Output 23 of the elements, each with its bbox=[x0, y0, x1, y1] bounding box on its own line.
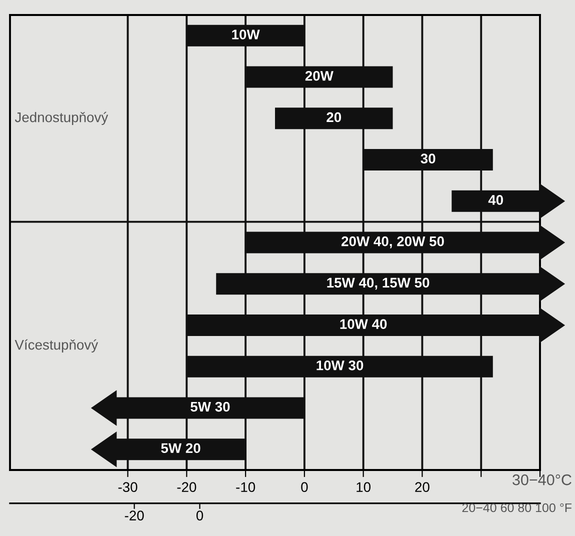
annotation: Jednostupňový bbox=[14, 112, 108, 125]
text: 15W 40, 15W 50 bbox=[327, 278, 430, 290]
text: 20 bbox=[326, 112, 342, 122]
x-tick-label: 20 bbox=[415, 482, 430, 492]
text: 10W 30 bbox=[316, 360, 364, 370]
x-tick-label: -10 bbox=[236, 482, 256, 492]
text: 30 bbox=[420, 154, 436, 164]
x2-tick-label: -20 bbox=[124, 510, 144, 520]
text: 20W bbox=[305, 70, 334, 81]
text: 40 bbox=[488, 195, 503, 205]
text: 20W 40, 20W 50 bbox=[342, 236, 444, 248]
text: 5W 30 bbox=[190, 402, 230, 412]
x-tick-label: 0 bbox=[301, 482, 308, 492]
annotation: Vícestupňový bbox=[14, 339, 98, 352]
text: 10W bbox=[232, 30, 260, 40]
text: 5W 20 bbox=[161, 443, 200, 454]
text: 10W 40 bbox=[340, 319, 387, 329]
x2-tick-label: 0 bbox=[196, 510, 204, 520]
x-tick-label: -30 bbox=[118, 482, 138, 492]
text: 30−40°C bbox=[512, 474, 572, 486]
x-tick-label: -20 bbox=[177, 482, 196, 492]
x-tick-label: 10 bbox=[356, 482, 371, 492]
text: 20−40 60 80 100 °F bbox=[462, 503, 572, 512]
